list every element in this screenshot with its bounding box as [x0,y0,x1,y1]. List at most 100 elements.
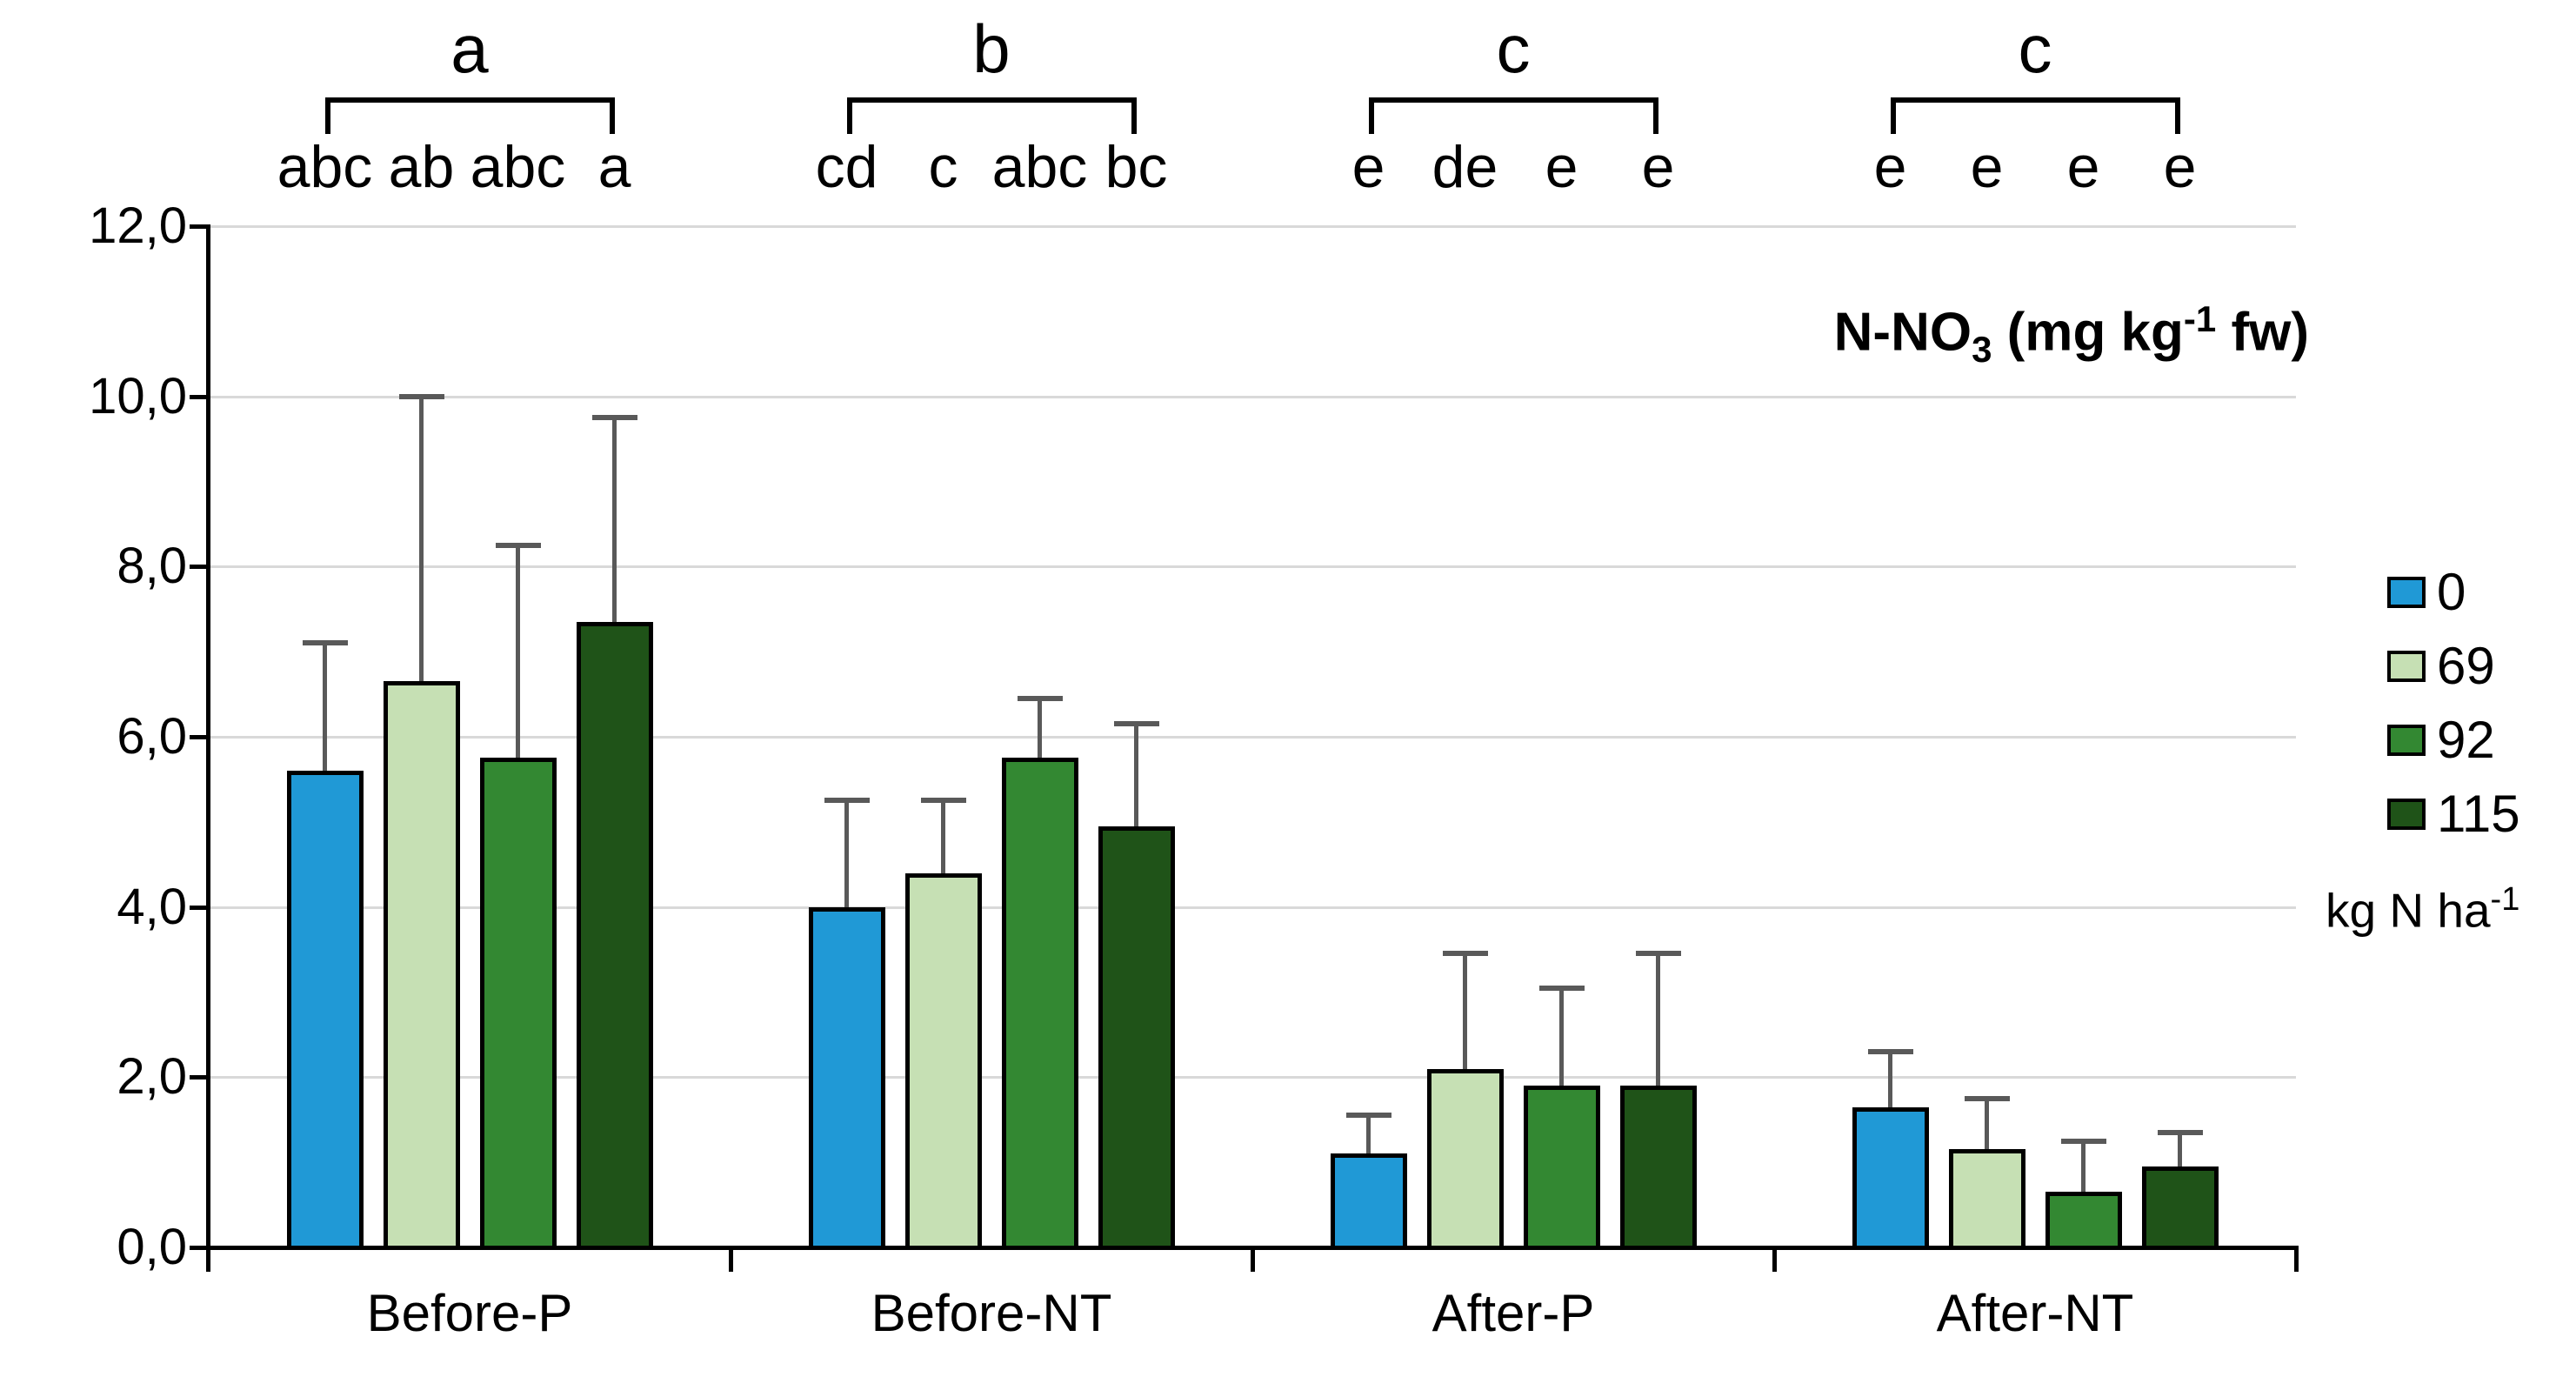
group-significance-letter-After-P: c [1496,10,1531,87]
group-bracket-After-P [1368,97,1658,134]
legend-unit-text: kg N ha [2326,883,2491,938]
bar-Before-NT-115 [1098,826,1175,1250]
bar-significance-letter-After-P-115: e [1641,134,1675,200]
y-tick-mark-2 [190,1075,209,1080]
error-bar-cap-Before-P-0 [302,640,348,646]
error-bar-stem-Before-NT-92 [1038,698,1042,759]
gridline-4 [209,906,2296,909]
y-tick-label-6,0: 6,0 [117,708,187,765]
bar-significance-letter-Before-P-69: ab [388,134,455,200]
error-bar-cap-After-P-115 [1635,951,1681,957]
group-significance-letter-Before-P: a [450,10,489,87]
error-bar-stem-After-NT-115 [2178,1132,2182,1167]
group-bracket-After-NT [1890,97,2180,134]
group-bracket-Before-NT [846,97,1137,134]
y-tick-mark-0 [190,1246,209,1250]
bar-Before-NT-92 [1001,758,1078,1250]
y-tick-label-4,0: 4,0 [117,878,187,935]
legend-label-92: 92 [2437,711,2495,769]
error-bar-cap-Before-P-92 [495,542,541,548]
bar-significance-letter-After-P-0: e [1351,134,1385,200]
error-bar-stem-Before-P-69 [419,396,424,682]
bar-Before-NT-69 [904,872,982,1250]
group-significance-letter-After-NT: c [2018,10,2052,87]
legend-swatch-92 [2387,725,2426,756]
gridline-2 [209,1076,2296,1080]
error-bar-cap-Before-NT-69 [920,798,966,804]
bar-significance-letter-After-NT-0: e [1873,134,1907,200]
chart-title-text-3: fw) [2216,302,2309,363]
legend-unit-label: kg N ha-1 [2326,873,2519,936]
x-axis-group-tick-1 [729,1247,733,1272]
bar-significance-letter-Before-P-115: a [597,134,631,200]
bar-significance-letter-After-P-69: de [1431,134,1498,200]
x-axis-label-After-P: After-P [1431,1284,1595,1342]
y-tick-label-2,0: 2,0 [117,1048,187,1106]
error-bar-stem-Before-NT-69 [941,800,945,873]
bar-After-NT-92 [2045,1192,2122,1250]
error-bar-cap-After-P-0 [1345,1113,1391,1119]
bar-After-P-115 [1619,1086,1697,1250]
error-bar-cap-Before-NT-92 [1017,695,1063,701]
group-bracket-Before-P [324,97,615,134]
bar-significance-letter-Before-NT-92: abc [991,134,1088,200]
bar-Before-P-69 [383,681,460,1250]
bar-After-NT-0 [1852,1106,1929,1250]
y-tick-mark-12 [190,224,209,229]
y-tick-mark-8 [190,565,209,570]
legend-label-0: 0 [2437,563,2466,621]
error-bar-stem-Before-NT-115 [1134,724,1138,826]
x-axis-group-tick-3 [1772,1247,1777,1272]
legend-label-115: 115 [2437,785,2520,843]
group-significance-letter-Before-NT: b [972,10,1011,87]
y-tick-label-0,0: 0,0 [117,1219,187,1275]
bar-significance-letter-After-NT-92: e [2066,134,2100,200]
chart-title-text-2: (mg kg [1992,302,2184,363]
x-axis-label-Before-NT: Before-NT [871,1284,1112,1342]
bar-After-P-0 [1330,1153,1407,1250]
bar-After-NT-115 [2141,1166,2219,1250]
error-bar-cap-Before-P-69 [398,393,444,399]
y-tick-mark-4 [190,905,209,910]
bar-Before-NT-0 [808,906,885,1250]
bar-significance-letter-Before-NT-115: bc [1104,134,1168,200]
bar-Before-P-115 [576,621,653,1250]
error-bar-stem-After-P-69 [1463,953,1467,1069]
error-bar-stem-Before-P-0 [323,643,327,772]
gridline-8 [209,565,2296,569]
error-bar-stem-After-NT-92 [2081,1140,2085,1193]
legend-swatch-0 [2387,577,2426,608]
legend-swatch-115 [2387,799,2426,830]
bar-Before-P-0 [286,771,364,1250]
x-axis-label-After-NT: After-NT [1936,1284,2134,1342]
bar-significance-letter-After-P-92: e [1545,134,1578,200]
gridline-6 [209,736,2296,739]
error-bar-cap-After-P-69 [1442,951,1488,957]
error-bar-stem-Before-P-92 [516,545,520,759]
chart-title-text: N-NO [1833,302,1972,363]
y-tick-label-8,0: 8,0 [117,538,187,595]
gridline-12 [209,225,2296,228]
error-bar-stem-Before-P-115 [612,418,617,622]
error-bar-stem-After-P-92 [1559,987,1564,1086]
chart-title-superscript: -1 [2183,298,2217,339]
bar-After-P-69 [1426,1068,1504,1250]
error-bar-stem-Before-NT-0 [844,800,849,907]
error-bar-stem-After-P-115 [1656,953,1660,1086]
y-tick-label-10,0: 10,0 [89,367,187,424]
error-bar-stem-After-P-0 [1366,1115,1371,1154]
y-axis-line [206,224,210,1272]
x-axis-label-Before-P: Before-P [366,1284,573,1342]
error-bar-cap-Before-P-115 [591,415,637,421]
bar-After-NT-69 [1948,1149,2025,1250]
error-bar-cap-Before-NT-0 [824,798,870,804]
y-tick-label-12,0: 12,0 [89,197,187,254]
error-bar-cap-After-NT-115 [2157,1129,2203,1135]
y-tick-mark-6 [190,735,209,739]
bar-significance-letter-After-NT-115: e [2163,134,2197,200]
bar-significance-letter-Before-NT-0: cd [815,134,878,200]
bar-Before-P-92 [479,758,557,1250]
error-bar-cap-Before-NT-115 [1113,721,1159,727]
chart-title-subscript: 3 [1972,329,1992,371]
